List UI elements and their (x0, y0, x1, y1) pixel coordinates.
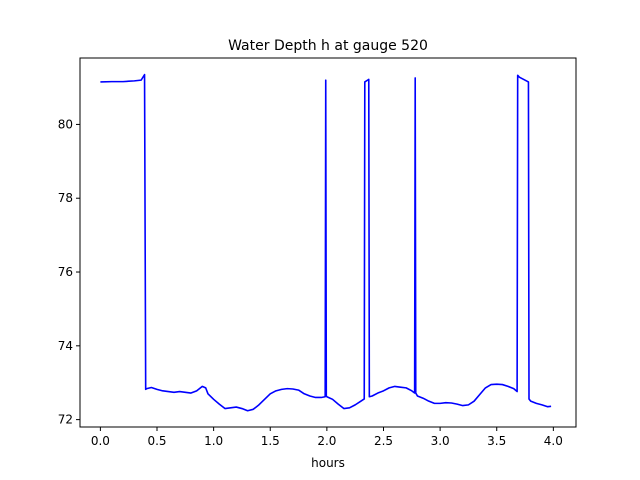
x-tick-label: 1.0 (204, 434, 223, 448)
x-tick-label: 0.0 (91, 434, 110, 448)
plot-frame (79, 57, 577, 428)
y-axis: 72 74 76 78 80 (58, 117, 80, 427)
x-tick-label: 2.5 (374, 434, 393, 448)
x-tick-label: 2.0 (317, 434, 336, 448)
x-tick-label: 3.0 (431, 434, 450, 448)
x-tick-label: 3.5 (487, 434, 506, 448)
y-tick-label: 76 (58, 265, 73, 279)
x-axis: 0.0 0.5 1.0 1.5 2.0 2.5 3.0 3.5 4.0 (91, 427, 563, 448)
y-tick-label: 80 (58, 117, 73, 131)
y-tick-label: 72 (58, 413, 73, 427)
y-tick-label: 74 (58, 339, 73, 353)
series-line-0 (100, 73, 552, 412)
x-tick-label: 1.5 (261, 434, 280, 448)
y-tick-label: 78 (58, 191, 73, 205)
series-layer (100, 73, 552, 412)
x-tick-label: 4.0 (544, 434, 563, 448)
chart-title: Water Depth h at gauge 520 (228, 38, 428, 54)
x-axis-label: hours (311, 456, 345, 470)
x-tick-label: 0.5 (147, 434, 166, 448)
